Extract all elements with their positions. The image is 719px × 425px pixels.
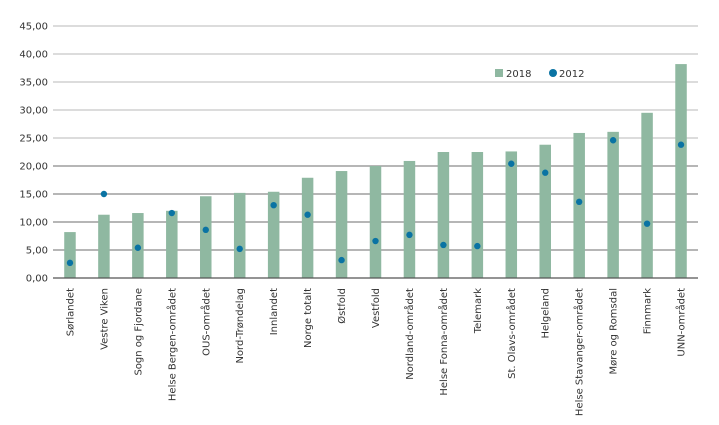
bar-2018 xyxy=(98,214,110,278)
point-2012 xyxy=(100,190,108,198)
legend-square-icon xyxy=(495,69,503,77)
bar-2018 xyxy=(471,152,484,278)
x-axis-category-labels: Sørlandet Vestre Viken Sogn og Fjordane Hel… xyxy=(65,288,687,416)
y-axis-tick-labels: 0,00 5,00 10,00 15,00 20,00 25,00 30,00 35,00 40… xyxy=(19,22,48,285)
points-2012 xyxy=(66,137,685,267)
x-category-label: St. Olavs-området xyxy=(505,288,518,379)
legend-label-2018: 2018 xyxy=(506,69,531,80)
point-2012 xyxy=(270,202,277,209)
bar-2018 xyxy=(573,132,585,278)
point-2012 xyxy=(66,259,74,267)
point-2012 xyxy=(542,169,549,176)
x-category-label: Sogn og Fjordane xyxy=(133,288,144,376)
x-category-label: Finnmark xyxy=(643,288,654,334)
point-2012 xyxy=(643,220,651,227)
bar-2018 xyxy=(505,151,518,278)
bar-2018 xyxy=(607,131,619,278)
bar-2018 xyxy=(641,112,653,278)
legend-circle-icon xyxy=(549,69,557,77)
y-tick-label: 35,00 xyxy=(19,78,48,89)
y-tick-label: 40,00 xyxy=(19,50,48,61)
point-2012 xyxy=(134,244,142,251)
point-2012 xyxy=(474,242,481,250)
y-tick-label: 15,00 xyxy=(19,190,48,201)
y-tick-label: 45,00 xyxy=(19,22,48,33)
bar-2018 xyxy=(267,191,280,278)
y-tick-label: 30,00 xyxy=(19,106,48,117)
point-2012 xyxy=(677,141,685,148)
bar-2018 xyxy=(539,144,551,278)
y-tick-label: 10,00 xyxy=(19,218,48,229)
x-category-label: Telemark xyxy=(473,288,484,334)
bar-2018 xyxy=(64,232,76,278)
y-tick-label: 0,00 xyxy=(26,274,48,285)
bars-2018 xyxy=(64,64,687,278)
point-2012 xyxy=(406,231,413,239)
point-2012 xyxy=(508,160,515,167)
point-2012 xyxy=(440,241,447,249)
x-category-label: Helse Stavanger-området xyxy=(573,288,586,416)
bar-2018 xyxy=(233,192,246,278)
x-category-label: OUS-området xyxy=(199,288,212,356)
point-2012 xyxy=(168,209,176,217)
legend-label-2012: 2012 xyxy=(559,69,584,80)
y-tick-label: 25,00 xyxy=(19,134,48,145)
x-category-label: Helgeland xyxy=(541,288,552,339)
point-2012 xyxy=(575,198,583,206)
x-category-label: Vestfold xyxy=(371,288,382,328)
legend: 2018 2012 xyxy=(495,69,584,80)
point-2012 xyxy=(372,237,379,245)
x-category-label: Norge totalt xyxy=(303,288,314,348)
x-category-label: Innlandet xyxy=(269,288,280,335)
point-2012 xyxy=(236,245,243,253)
bar-2018 xyxy=(437,152,450,278)
bar-2018 xyxy=(200,196,212,278)
point-2012 xyxy=(202,226,209,234)
bar-2018 xyxy=(369,166,382,278)
bar-2018 xyxy=(335,171,348,278)
bar-2018 xyxy=(301,177,314,278)
x-category-label: Helse Fonna-området xyxy=(437,288,450,396)
point-2012 xyxy=(304,211,311,218)
x-category-label: Vestre Viken xyxy=(99,288,110,350)
x-category-label: UNN-området xyxy=(675,288,688,357)
bar-2018 xyxy=(166,210,178,278)
x-category-label: Helse Bergen-området xyxy=(165,288,178,401)
x-category-label: Østfold xyxy=(336,288,348,324)
x-category-label: Nordland-området xyxy=(403,288,416,380)
y-tick-label: 20,00 xyxy=(19,162,48,173)
y-tick-label: 5,00 xyxy=(26,246,48,257)
point-2012 xyxy=(338,256,345,264)
gridlines xyxy=(53,25,698,251)
x-category-label: Nord-Trøndelag xyxy=(235,288,246,364)
bar-2018 xyxy=(403,160,416,278)
x-category-label: Møre og Romsdal xyxy=(609,288,620,374)
bar-2018 xyxy=(675,64,687,278)
point-2012 xyxy=(609,137,617,144)
x-category-label: Sørlandet xyxy=(65,288,76,336)
